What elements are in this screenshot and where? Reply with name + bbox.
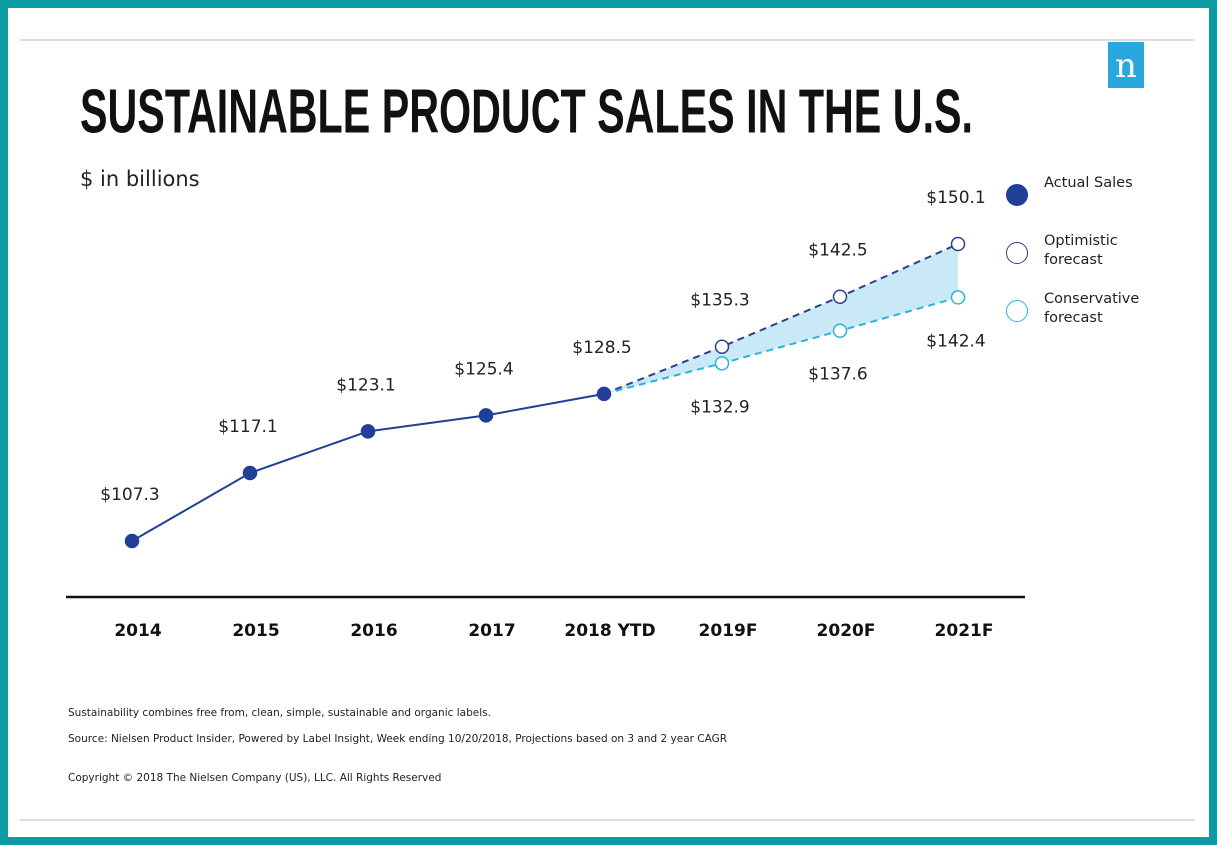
x-tick-label: 2020F (817, 621, 876, 641)
point (714, 356, 730, 371)
x-tick-label: 2019F (699, 621, 758, 641)
series-line (603, 296, 959, 395)
series-line (603, 243, 959, 395)
point (714, 339, 730, 354)
data-label: $125.4 (454, 359, 513, 379)
data-label: $117.1 (218, 417, 277, 437)
legend-label: Conservative forecast (1044, 291, 1140, 326)
legend-item: Conservative forecast (1006, 290, 1156, 348)
data-label: $107.3 (100, 485, 159, 505)
footnote: Copyright © 2018 The Nielsen Company (US… (68, 772, 441, 784)
subtitle: $ in billions (80, 167, 200, 191)
data-label: $132.9 (690, 397, 749, 417)
logo: n (1115, 46, 1137, 86)
legend-symbol (1006, 300, 1028, 322)
data-label: $137.6 (808, 365, 867, 385)
data-label: $123.1 (336, 375, 395, 395)
legend: Actual Sales Optimistic forecast Conservat… (1006, 174, 1156, 348)
chart-title: SUSTAINABLE PRODUCT SALES IN THE U.S. (80, 77, 973, 146)
forecast-band (604, 244, 958, 394)
point (242, 465, 258, 481)
x-tick-label: 2014 (114, 621, 161, 641)
point (832, 323, 848, 338)
legend-label: Actual Sales (1044, 175, 1133, 191)
legend-symbol (1006, 242, 1028, 264)
data-label: $142.4 (926, 331, 985, 351)
x-tick-label: 2018 YTD (564, 621, 655, 641)
point (950, 290, 966, 305)
point (124, 533, 140, 549)
logo-box (1108, 42, 1144, 88)
data-label: $135.3 (690, 291, 749, 311)
x-tick-label: 2017 (468, 621, 515, 641)
data-label: $150.1 (926, 188, 985, 208)
data-label: $128.5 (572, 338, 631, 358)
series-line (131, 392, 605, 542)
point (950, 236, 966, 252)
legend-item: Actual Sales (1006, 174, 1156, 232)
footnote: Source: Nielsen Product Insider, Powered… (68, 733, 727, 745)
footnote: Sustainability combines free from, clean… (68, 707, 491, 719)
legend-symbol (1006, 184, 1028, 206)
x-tick-label: 2015 (232, 621, 279, 641)
point (832, 289, 848, 304)
point (596, 386, 612, 402)
point (360, 424, 376, 439)
legend-label: Optimistic forecast (1044, 233, 1118, 268)
x-tick-label: 2016 (350, 621, 397, 641)
x-tick-label: 2021F (935, 621, 994, 641)
point (478, 408, 494, 423)
data-label: $142.5 (808, 241, 867, 261)
legend-item: Optimistic forecast (1006, 232, 1156, 290)
